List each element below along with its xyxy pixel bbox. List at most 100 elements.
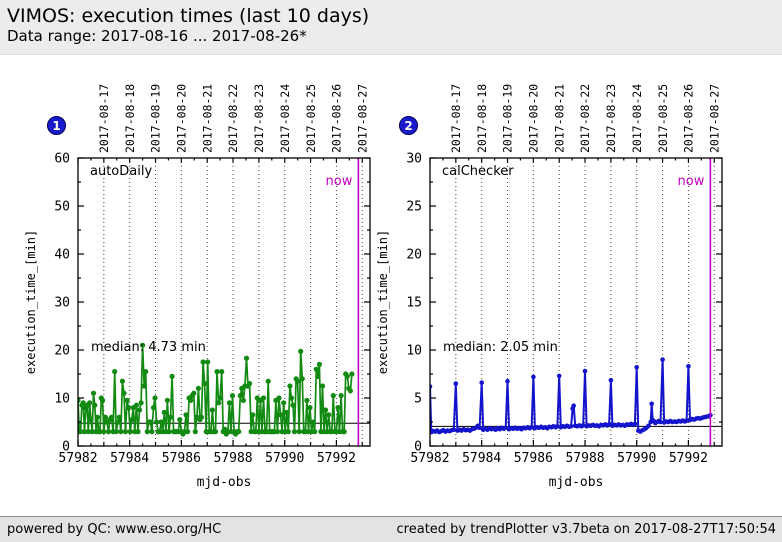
data-point (247, 381, 253, 387)
data-point (150, 405, 157, 411)
data-point (112, 369, 118, 375)
x-tick-label: 57986 (514, 451, 553, 466)
data-point (124, 397, 130, 403)
autodaily-plot[interactable]: 2017-08-17 2017-08-18 2017-08-19 2017-08-20… (24, 58, 376, 510)
y-tick-label: 20 (54, 344, 70, 359)
data-point (505, 378, 510, 384)
data-point (634, 365, 639, 370)
data-point (229, 393, 236, 399)
top-date-label: 2017-08-26 (682, 84, 696, 153)
top-date-label: 2017-08-27 (355, 84, 369, 153)
data-point (141, 383, 147, 389)
data-point (92, 402, 98, 408)
x-tick-label: 57988 (213, 451, 252, 466)
data-point (315, 373, 321, 379)
data-point (122, 429, 129, 435)
data-point (138, 400, 144, 406)
plot-number-badge-2: 2 (399, 116, 418, 135)
data-point (477, 425, 482, 431)
data-point (632, 421, 638, 427)
top-date-label: 2017-08-21 (552, 84, 566, 153)
data-point (127, 429, 133, 435)
data-point (298, 348, 304, 354)
x-tick-label: 57990 (617, 451, 656, 466)
calchecker-plot[interactable]: 2017-08-17 2017-08-18 2017-08-19 2017-08-20… (376, 58, 728, 510)
data-point (136, 407, 143, 413)
data-point (113, 429, 119, 435)
charts-area: 1 2017-08-17 2017-08-18 2017-08-19 2017-08-… (0, 56, 782, 516)
data-point (99, 397, 106, 403)
data-point (102, 414, 108, 420)
data-point (649, 401, 654, 407)
data-point (169, 373, 175, 379)
y-tick-label: 40 (54, 248, 70, 263)
data-point (290, 402, 296, 408)
data-point (101, 429, 107, 435)
data-point (240, 397, 246, 403)
x-tick-label: 57990 (265, 451, 304, 466)
x-axis-title: mjd-obs (549, 475, 604, 490)
plot-area (430, 158, 722, 446)
y-tick-label: 10 (406, 344, 422, 359)
data-point (89, 429, 95, 435)
data-point (143, 369, 149, 375)
data-point (660, 357, 665, 362)
x-tick-label: 57984 (462, 451, 501, 466)
data-point (81, 429, 88, 435)
data-point (347, 388, 353, 394)
x-tick-label: 57992 (317, 451, 356, 466)
y-tick-label: 60 (54, 152, 70, 167)
data-point (177, 417, 183, 423)
x-tick-label: 57982 (58, 451, 97, 466)
data-point (341, 429, 347, 435)
top-date-label: 2017-08-24 (630, 84, 644, 153)
top-date-label: 2017-08-17 (449, 84, 463, 153)
chart-autodaily: 1 2017-08-17 2017-08-18 2017-08-19 2017-08-… (24, 58, 376, 510)
footer-created-by: created by trendPlotter v3.7beta on 2017… (396, 522, 776, 537)
data-point (226, 400, 232, 406)
top-date-label: 2017-08-27 (707, 84, 721, 153)
data-point (115, 419, 121, 425)
y-tick-label: 0 (62, 440, 70, 455)
y-tick-label: 10 (54, 392, 70, 407)
chart-calchecker: 2 2017-08-17 2017-08-18 2017-08-19 2017-08-… (376, 58, 728, 510)
data-point (243, 355, 250, 361)
data-point (479, 380, 484, 385)
top-date-label: 2017-08-22 (578, 84, 592, 153)
data-point (198, 414, 205, 420)
y-tick-label: 5 (414, 392, 422, 407)
data-point (205, 359, 211, 365)
series-calChecker (430, 357, 713, 435)
top-date-label: 2017-08-23 (604, 84, 618, 153)
data-point (161, 409, 167, 415)
data-point (326, 412, 332, 418)
data-point (349, 371, 355, 377)
data-point (646, 423, 651, 429)
data-point (94, 414, 100, 420)
data-point (250, 412, 256, 418)
data-point (307, 405, 313, 411)
top-date-label: 2017-08-18 (123, 84, 137, 153)
data-point (288, 395, 294, 401)
data-point (109, 414, 115, 420)
data-point (191, 390, 197, 396)
data-point (531, 374, 536, 380)
top-date-label: 2017-08-19 (149, 84, 163, 153)
data-point (192, 429, 198, 435)
data-point (278, 412, 284, 418)
data-point (316, 361, 322, 367)
data-point (144, 429, 150, 435)
median-label: median: 2.05 min (443, 340, 558, 355)
plot-number-badge-1: 1 (47, 116, 66, 135)
data-point (147, 419, 153, 425)
y-axis-title: execution_time_[min] (376, 230, 390, 375)
y-tick-label: 15 (406, 296, 422, 311)
data-point (299, 376, 305, 382)
data-point (135, 429, 141, 435)
data-point (684, 418, 689, 423)
now-label: now (326, 174, 353, 189)
data-point (80, 400, 86, 406)
data-point (116, 414, 122, 420)
data-point (140, 342, 146, 348)
top-date-label: 2017-08-23 (252, 84, 266, 153)
